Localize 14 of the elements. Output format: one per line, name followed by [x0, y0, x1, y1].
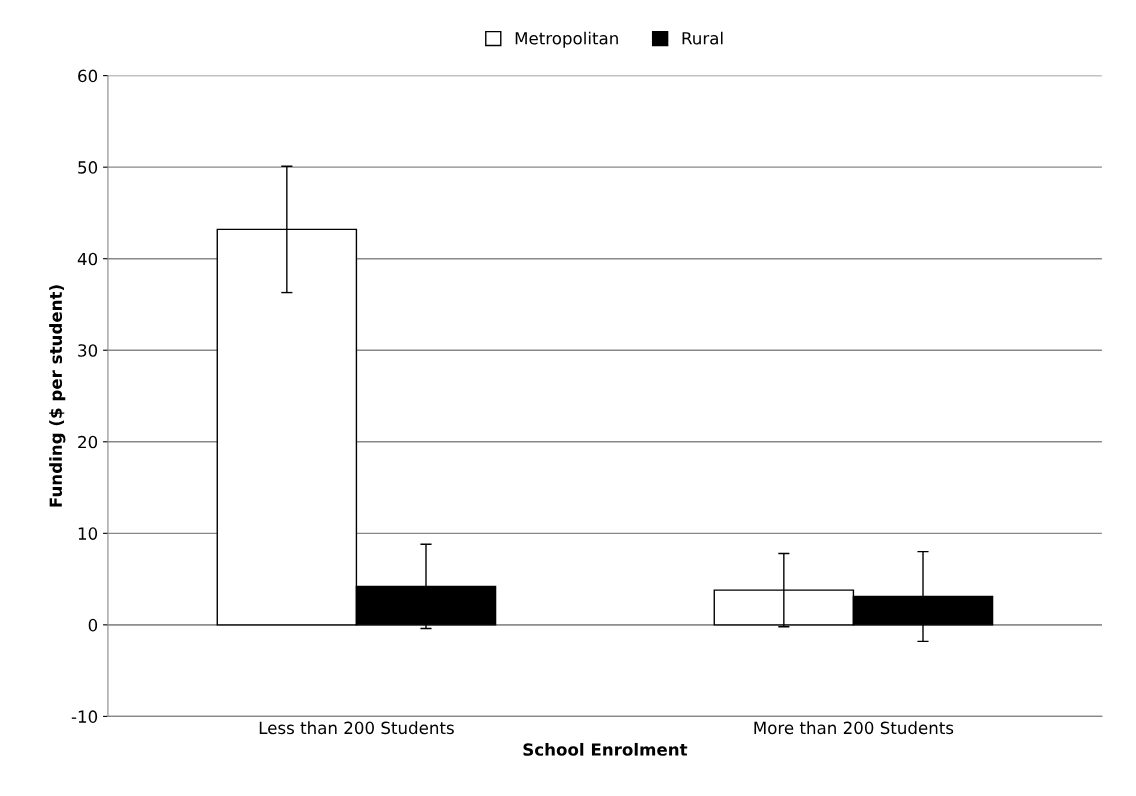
legend-label: Rural	[682, 31, 723, 45]
y-tick-label: 10	[78, 527, 98, 540]
y-tick-label: 50	[78, 161, 98, 174]
x-tick-label: More than 200 Students	[754, 721, 954, 735]
x-axis-title: School Enrolment	[523, 742, 688, 756]
y-tick-label: 40	[77, 252, 98, 266]
y-tick-label: 30	[78, 344, 98, 357]
x-tick-label: Less than 200 Students	[259, 721, 454, 735]
y-tick-label: 60	[78, 69, 98, 83]
y-tick-label: 0	[88, 618, 98, 632]
y-tick-label: 20	[78, 435, 98, 449]
y-axis-title: Funding ($ per student)	[49, 285, 66, 507]
legend-label: Metropolitan	[515, 31, 618, 48]
y-tick-label: -10	[71, 710, 98, 723]
